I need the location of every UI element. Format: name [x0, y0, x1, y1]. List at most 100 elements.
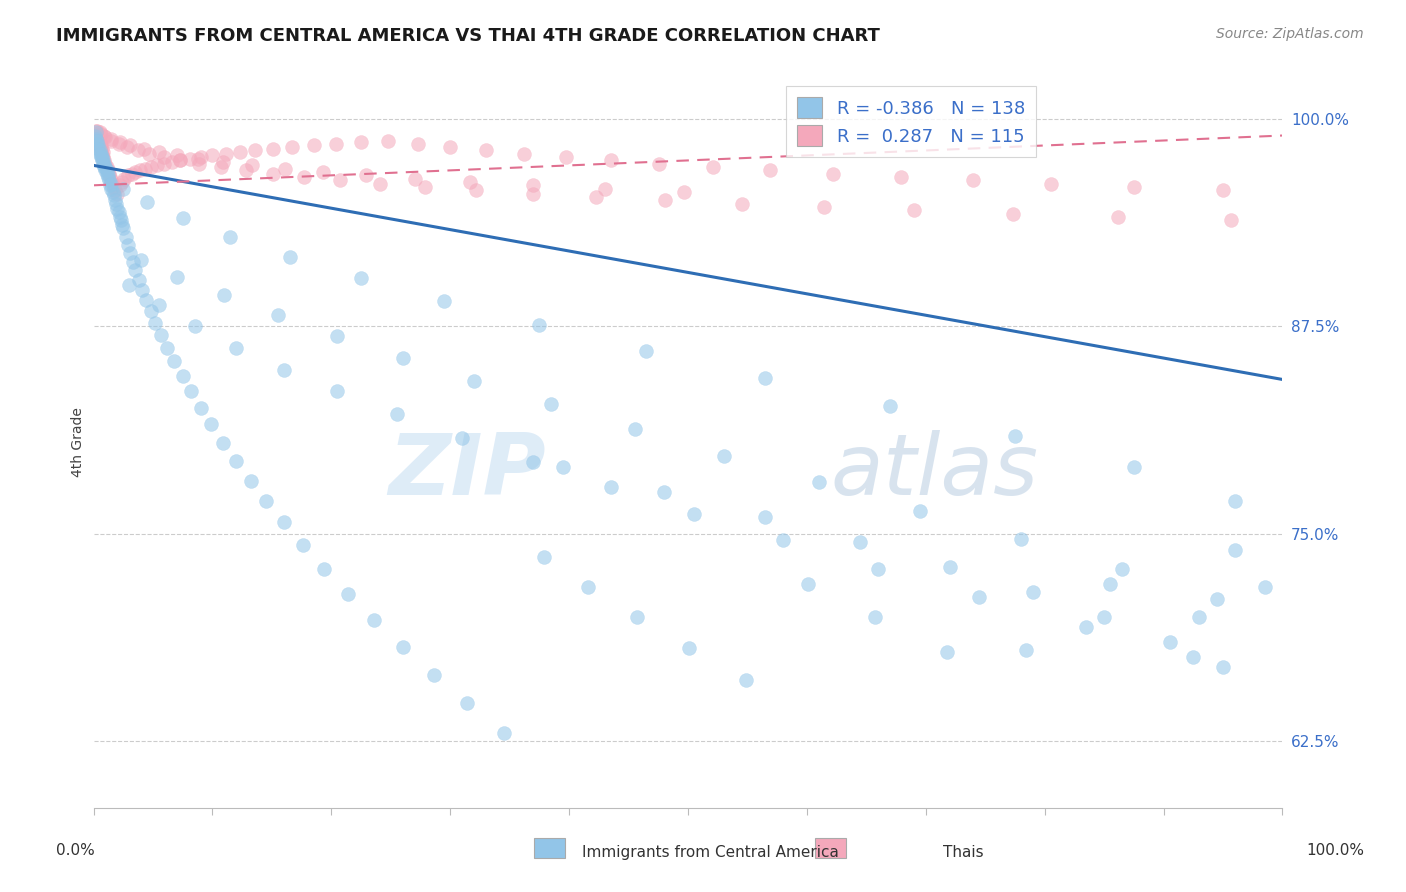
- Point: [540, 397, 562, 411]
- Point: [96, 160, 118, 174]
- Point: [101, 177, 124, 191]
- Point: [273, 362, 295, 376]
- Point: [730, 196, 752, 211]
- Point: [188, 157, 211, 171]
- Point: [139, 304, 162, 318]
- Point: [150, 327, 173, 342]
- Point: [522, 455, 544, 469]
- Point: [797, 576, 820, 591]
- Point: [654, 193, 676, 207]
- Point: [1223, 493, 1246, 508]
- Point: [89, 135, 111, 149]
- Point: [513, 146, 536, 161]
- Point: [302, 138, 325, 153]
- Point: [683, 507, 706, 521]
- Point: [172, 369, 194, 384]
- Point: [354, 169, 377, 183]
- Point: [326, 384, 349, 398]
- Point: [274, 161, 297, 176]
- Point: [187, 152, 209, 166]
- Point: [337, 586, 360, 600]
- Point: [93, 157, 115, 171]
- Point: [90, 138, 112, 153]
- Point: [475, 144, 498, 158]
- Text: ZIP: ZIP: [388, 430, 546, 513]
- Point: [94, 163, 117, 178]
- Text: Source: ZipAtlas.com: Source: ZipAtlas.com: [1216, 27, 1364, 41]
- Point: [111, 218, 134, 232]
- Point: [235, 163, 257, 178]
- Point: [1220, 213, 1243, 227]
- Point: [1206, 591, 1229, 606]
- Point: [868, 561, 890, 575]
- Point: [460, 175, 482, 189]
- Point: [201, 148, 224, 162]
- Point: [1122, 180, 1144, 194]
- Point: [465, 183, 488, 197]
- Point: [179, 152, 201, 166]
- Point: [1010, 532, 1032, 546]
- Point: [93, 153, 115, 168]
- Point: [813, 200, 835, 214]
- Point: [105, 196, 128, 211]
- Point: [100, 132, 122, 146]
- Point: [273, 515, 295, 529]
- Point: [772, 533, 794, 548]
- Point: [623, 422, 645, 436]
- Point: [105, 186, 128, 201]
- Point: [522, 186, 544, 201]
- Point: [110, 213, 132, 227]
- Point: [492, 726, 515, 740]
- Point: [350, 135, 373, 149]
- Point: [84, 123, 107, 137]
- Point: [312, 165, 335, 179]
- Point: [713, 449, 735, 463]
- Point: [114, 229, 136, 244]
- Point: [91, 145, 114, 160]
- Point: [96, 163, 118, 178]
- Point: [190, 150, 212, 164]
- Point: [89, 125, 111, 139]
- Point: [267, 308, 290, 322]
- Point: [94, 160, 117, 174]
- Point: [117, 238, 139, 252]
- Point: [101, 185, 124, 199]
- Point: [413, 180, 436, 194]
- Point: [239, 474, 262, 488]
- Point: [385, 407, 408, 421]
- Y-axis label: 4th Grade: 4th Grade: [72, 408, 86, 477]
- Legend: R = -0.386   N = 138, R =  0.287   N = 115: R = -0.386 N = 138, R = 0.287 N = 115: [786, 87, 1036, 157]
- Point: [1182, 649, 1205, 664]
- Point: [1212, 659, 1234, 673]
- Point: [636, 344, 658, 359]
- Point: [96, 167, 118, 181]
- Point: [879, 399, 901, 413]
- Point: [86, 128, 108, 143]
- Point: [1004, 429, 1026, 443]
- Point: [98, 169, 121, 184]
- Point: [103, 188, 125, 202]
- Point: [754, 510, 776, 524]
- Point: [89, 144, 111, 158]
- Point: [1122, 460, 1144, 475]
- Point: [451, 431, 474, 445]
- Text: atlas: atlas: [831, 430, 1039, 513]
- Point: [145, 158, 167, 172]
- Point: [112, 181, 135, 195]
- Point: [576, 580, 599, 594]
- Point: [105, 202, 128, 216]
- Point: [132, 142, 155, 156]
- Point: [98, 167, 121, 181]
- Point: [823, 167, 845, 181]
- Point: [1107, 210, 1129, 224]
- Point: [86, 134, 108, 148]
- Point: [938, 560, 960, 574]
- Point: [87, 138, 110, 153]
- Point: [214, 146, 236, 161]
- Point: [89, 146, 111, 161]
- Point: [214, 288, 236, 302]
- Point: [1111, 561, 1133, 575]
- Point: [433, 294, 456, 309]
- Point: [127, 144, 149, 158]
- Point: [522, 178, 544, 193]
